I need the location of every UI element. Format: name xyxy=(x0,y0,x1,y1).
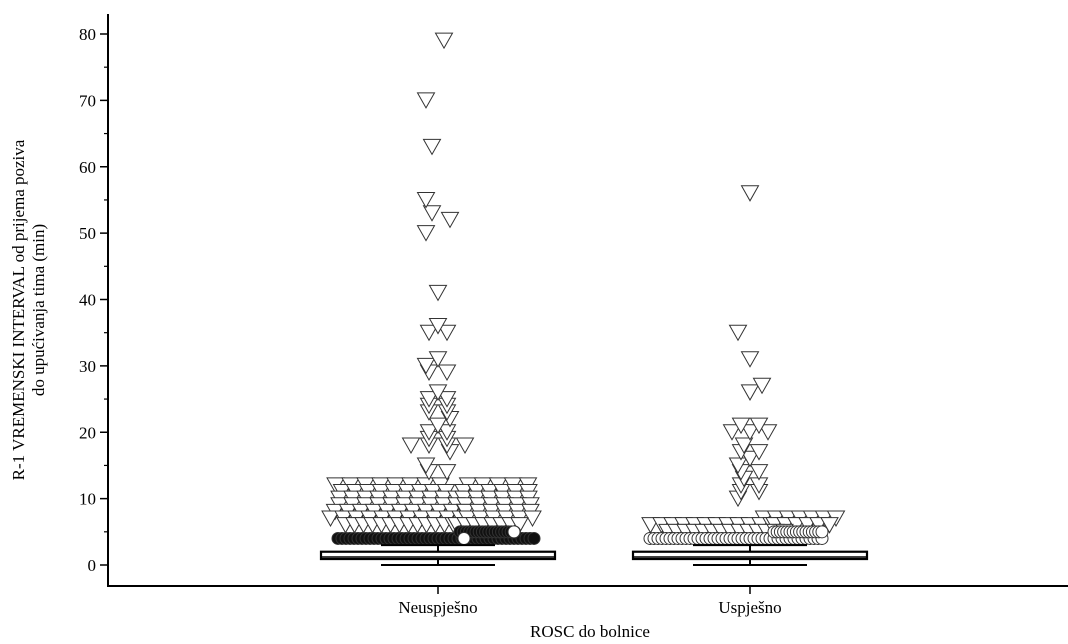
y-tick-label: 80 xyxy=(79,25,96,44)
data-point-triangle xyxy=(437,391,457,408)
box-plots xyxy=(319,544,869,566)
data-point-triangle xyxy=(428,417,448,435)
data-point-triangle xyxy=(740,424,760,441)
data-point-triangle xyxy=(437,324,457,342)
data-point-triangle xyxy=(419,391,439,408)
data-point-triangle xyxy=(416,92,436,109)
x-axis-label: ROSC do bolnice xyxy=(530,622,650,641)
data-point-triangle xyxy=(510,517,529,534)
data-point-triangle xyxy=(728,457,748,474)
x-tick-label: Uspješno xyxy=(718,598,781,617)
y-axis-label-line-2: do upućivanja tima (min) xyxy=(29,224,48,396)
data-point-triangle xyxy=(740,185,760,202)
data-point-triangle xyxy=(321,510,340,528)
data-point-triangle xyxy=(416,225,436,242)
y-tick-label: 70 xyxy=(79,91,96,110)
data-point-triangle xyxy=(734,437,754,455)
y-tick-label: 20 xyxy=(79,423,96,442)
data-point-triangle xyxy=(440,211,460,229)
data-point-triangle xyxy=(740,384,760,401)
data-point-triangle xyxy=(758,424,778,441)
data-point-triangle xyxy=(437,464,457,481)
data-point-triangle xyxy=(419,424,439,441)
data-point-triangle xyxy=(820,517,839,534)
y-axis-label-line-1: R-1 VREMENSKI INTERVAL od prijema poziva xyxy=(9,139,28,480)
data-point-triangle xyxy=(437,424,457,441)
data-point-triangle xyxy=(428,351,448,368)
box xyxy=(319,550,557,561)
data-point-circle xyxy=(527,531,541,545)
x-axis-ticks: Neuspješno Uspješno xyxy=(398,586,782,617)
data-point-triangle xyxy=(740,351,760,368)
data-point-triangle xyxy=(416,457,436,474)
data-point-triangle xyxy=(428,384,448,401)
y-tick-label: 0 xyxy=(88,556,97,575)
data-point-triangle xyxy=(416,191,436,209)
box xyxy=(631,550,869,561)
data-points xyxy=(321,32,846,545)
data-point-triangle xyxy=(731,417,751,435)
y-tick-label: 30 xyxy=(79,357,96,376)
data-point-triangle xyxy=(722,424,742,441)
data-point-triangle xyxy=(401,437,421,455)
data-point-triangle xyxy=(416,357,436,375)
data-point-triangle xyxy=(749,417,769,435)
data-point-circle xyxy=(507,525,521,539)
data-point-triangle xyxy=(434,32,454,50)
data-point-triangle xyxy=(428,284,448,302)
y-tick-label: 60 xyxy=(79,158,96,177)
y-tick-label: 40 xyxy=(79,291,96,310)
data-point-triangle xyxy=(455,437,475,455)
data-point-triangle xyxy=(752,377,772,395)
y-tick-label: 10 xyxy=(79,490,96,509)
y-axis-ticks: 0 10 20 30 40 50 60 70 80 xyxy=(79,25,108,575)
data-point-triangle xyxy=(422,138,442,156)
data-point-triangle xyxy=(422,205,442,222)
y-tick-label: 50 xyxy=(79,224,96,243)
x-tick-label: Neuspješno xyxy=(398,598,477,617)
data-point-triangle xyxy=(437,364,457,382)
data-point-triangle xyxy=(728,324,748,342)
data-point-triangle xyxy=(428,318,448,335)
y-axis-label: R-1 VREMENSKI INTERVAL od prijema poziva… xyxy=(9,139,48,480)
data-point-triangle xyxy=(523,510,542,528)
data-point-triangle xyxy=(749,444,769,461)
data-point-circle xyxy=(457,531,471,545)
data-point-circle xyxy=(815,525,829,539)
data-point-triangle xyxy=(749,464,769,481)
data-point-triangle xyxy=(419,324,439,342)
data-point-triangle xyxy=(740,450,760,468)
